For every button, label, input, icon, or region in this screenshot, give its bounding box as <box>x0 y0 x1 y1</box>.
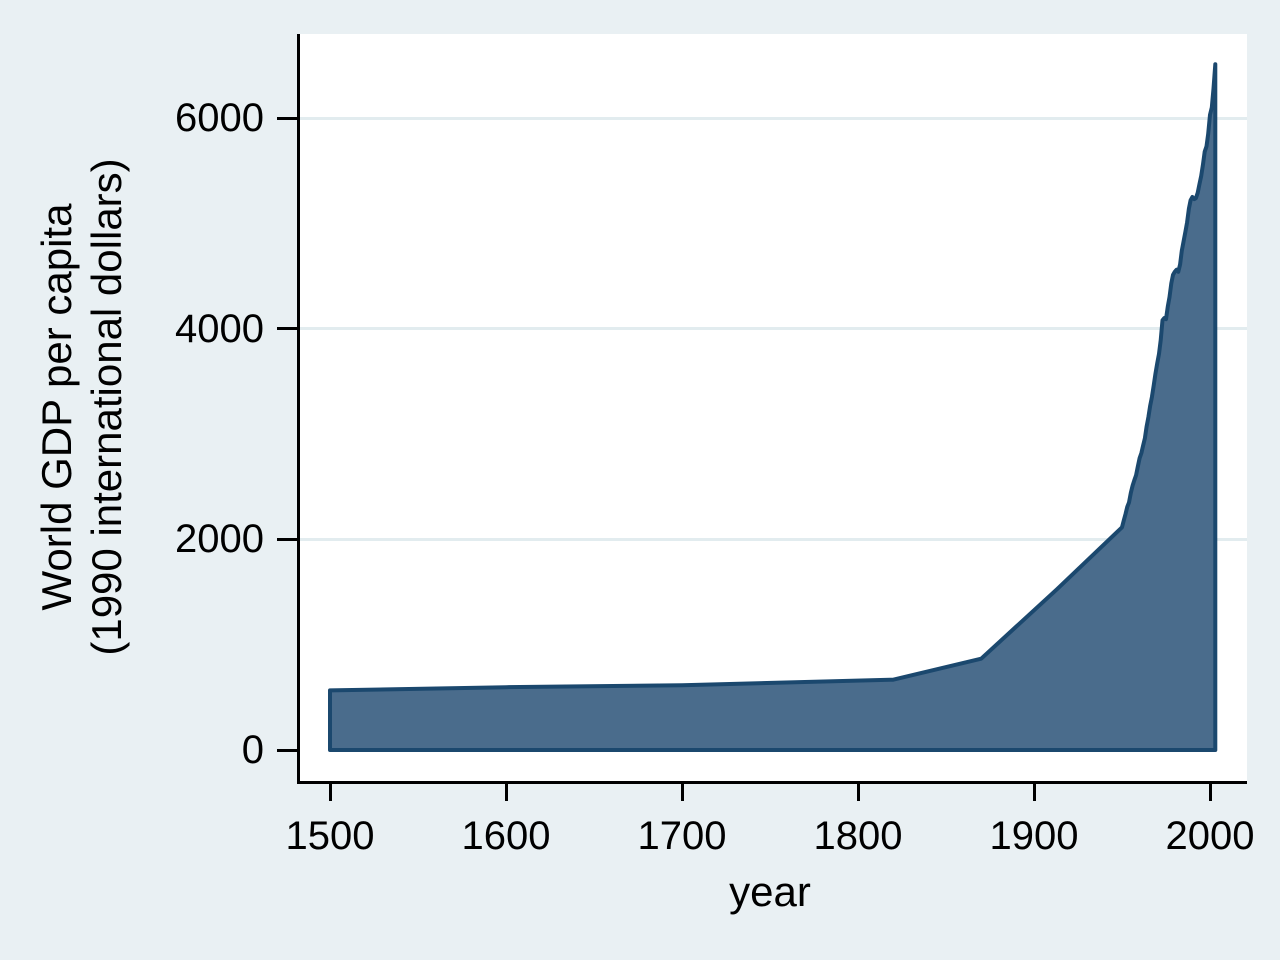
x-tick-label-1600: 1600 <box>461 814 551 858</box>
plot-area <box>300 34 1247 781</box>
y-tick-0 <box>277 748 298 752</box>
y-tick-label-4000: 4000 <box>175 306 264 351</box>
gridline-y-2000 <box>300 537 1247 541</box>
x-tick-1900 <box>1032 781 1036 801</box>
y-tick-label-6000: 6000 <box>175 96 264 140</box>
x-axis-title: year <box>729 868 811 915</box>
y-tick-4000 <box>277 327 298 331</box>
y-tick-2000 <box>277 537 298 541</box>
x-tick-1500 <box>328 781 332 801</box>
x-axis-line <box>297 781 1247 784</box>
x-tick-1800 <box>856 781 860 801</box>
y-axis-title-line2: (1990 international dollars) <box>83 158 130 656</box>
gridline-y-4000 <box>300 327 1247 331</box>
y-tick-label-0: 0 <box>241 728 264 772</box>
x-tick-label-1700: 1700 <box>637 814 727 858</box>
y-axis-title: World GDP per capita (1990 international… <box>32 158 132 655</box>
x-tick-label-2000: 2000 <box>1165 814 1255 858</box>
x-tick-label-1500: 1500 <box>285 814 375 858</box>
x-tick-2000 <box>1208 781 1212 801</box>
gdp-area-polygon <box>328 62 1218 752</box>
x-tick-label-1900: 1900 <box>989 814 1079 858</box>
gridline-y-6000 <box>300 116 1247 120</box>
y-axis-line <box>297 34 300 784</box>
gdp-area-series <box>328 62 1218 752</box>
x-tick-label-1800: 1800 <box>813 814 903 858</box>
y-tick-label-2000: 2000 <box>175 517 264 562</box>
y-tick-6000 <box>277 116 298 120</box>
y-axis-title-line1: World GDP per capita <box>33 203 80 611</box>
x-tick-1600 <box>504 781 508 801</box>
x-tick-1700 <box>680 781 684 801</box>
